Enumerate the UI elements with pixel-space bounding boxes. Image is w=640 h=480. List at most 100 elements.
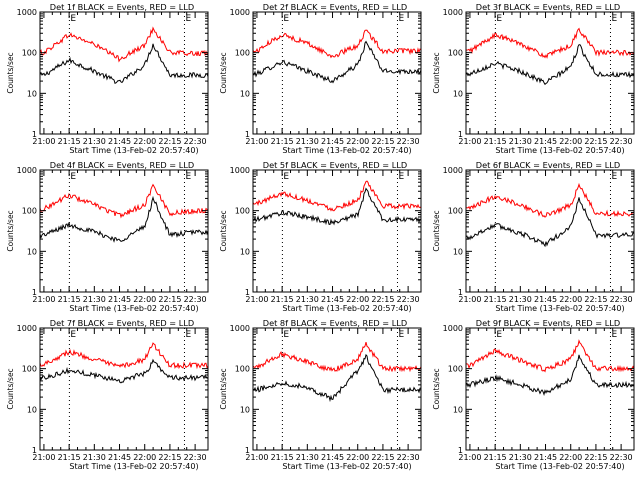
panel-title: Det 4f BLACK = Events, RED = LLD — [50, 160, 194, 170]
y-tick-label: 1000 — [230, 166, 250, 175]
events-series-line — [465, 354, 635, 396]
event-marker-label: E — [70, 14, 76, 24]
y-tick-label: 1000 — [230, 8, 250, 17]
panel-det-8: Det 8f BLACK = Events, RED = LLD E E 1 10 100… — [219, 318, 422, 471]
y-tick-label: 100 — [235, 207, 250, 216]
plot-frame — [39, 169, 209, 293]
panel-det-6: Det 6f BLACK = Events, RED = LLD E E 1 10 100… — [432, 160, 635, 313]
y-axis-label: Counts/sec — [432, 52, 441, 93]
x-tick-label: 21:00 — [32, 137, 55, 146]
x-tick-label: 21:15 — [484, 137, 507, 146]
x-tick-label: 22:00 — [346, 453, 369, 462]
panel-title: Det 8f BLACK = Events, RED = LLD — [263, 318, 407, 328]
panel-det-3: Det 3f BLACK = Events, RED = LLD E E 1 10 100… — [432, 2, 635, 155]
x-axis-label: Start Time (13-Feb-02 20:57:40) — [495, 304, 624, 313]
x-tick-label: 22:15 — [584, 295, 607, 304]
events-series-line — [39, 195, 209, 243]
y-tick-label: 1 — [245, 288, 250, 297]
x-tick-label: 21:00 — [458, 137, 481, 146]
x-tick-label: 21:00 — [245, 137, 268, 146]
y-tick-label: 100 — [235, 49, 250, 58]
x-axis-label: Start Time (13-Feb-02 20:57:40) — [282, 146, 411, 155]
event-marker-label: E — [185, 172, 191, 182]
x-tick-label: 22:15 — [371, 453, 394, 462]
x-tick-label: 22:00 — [346, 137, 369, 146]
y-tick-label: 1000 — [443, 8, 463, 17]
y-tick-label: 10 — [27, 89, 37, 98]
lld-series-line — [252, 180, 422, 212]
y-axis-label: Counts/sec — [219, 52, 228, 93]
y-tick-label: 1000 — [17, 8, 37, 17]
x-tick-label: 21:30 — [296, 137, 319, 146]
x-tick-label: 21:45 — [321, 453, 344, 462]
event-marker-label: E — [398, 330, 404, 340]
x-tick-label: 22:30 — [397, 295, 420, 304]
plot-frame — [465, 169, 635, 293]
x-tick-label: 21:00 — [458, 453, 481, 462]
x-tick-label: 21:45 — [534, 137, 557, 146]
x-tick-label: 21:30 — [509, 137, 532, 146]
event-marker-label: E — [398, 172, 404, 182]
plot-frame — [39, 327, 209, 451]
y-tick-label: 10 — [27, 247, 37, 256]
event-marker-label: E — [70, 172, 76, 182]
x-tick-label: 21:30 — [509, 295, 532, 304]
y-tick-label: 1 — [458, 446, 463, 455]
x-tick-label: 22:00 — [559, 453, 582, 462]
x-tick-label: 21:30 — [509, 453, 532, 462]
panel-det-7: Det 7f BLACK = Events, RED = LLD E E 1 10 100… — [6, 318, 209, 471]
y-tick-label: 1 — [32, 446, 37, 455]
x-tick-label: 22:15 — [158, 453, 181, 462]
x-tick-label: 21:30 — [296, 453, 319, 462]
y-tick-label: 1000 — [17, 324, 37, 333]
events-series-line — [252, 40, 422, 84]
x-tick-label: 21:15 — [58, 295, 81, 304]
x-axis-label: Start Time (13-Feb-02 20:57:40) — [495, 146, 624, 155]
x-tick-label: 22:30 — [184, 295, 207, 304]
events-series-line — [252, 353, 422, 403]
x-tick-label: 22:15 — [371, 295, 394, 304]
x-tick-label: 21:45 — [534, 295, 557, 304]
panel-det-2: Det 2f BLACK = Events, RED = LLD E E 1 10 100… — [219, 2, 422, 155]
x-tick-label: 21:45 — [321, 137, 344, 146]
event-marker-label: E — [185, 14, 191, 24]
y-tick-label: 10 — [453, 89, 463, 98]
event-marker-label: E — [611, 330, 617, 340]
y-tick-label: 100 — [22, 49, 37, 58]
lld-series-line — [39, 342, 209, 370]
plot-frame — [465, 327, 635, 451]
lld-series-line — [39, 183, 209, 219]
x-axis-label: Start Time (13-Feb-02 20:57:40) — [69, 304, 198, 313]
y-tick-label: 10 — [27, 405, 37, 414]
panel-det-5: Det 5f BLACK = Events, RED = LLD E E 1 10 100… — [219, 160, 422, 313]
y-tick-label: 100 — [22, 365, 37, 374]
event-marker-label: E — [496, 172, 502, 182]
x-tick-label: 22:15 — [158, 295, 181, 304]
x-tick-label: 21:15 — [484, 295, 507, 304]
plot-frame — [252, 169, 422, 293]
x-tick-label: 22:00 — [559, 295, 582, 304]
x-tick-label: 22:15 — [371, 137, 394, 146]
x-tick-label: 22:30 — [610, 453, 633, 462]
events-series-line — [39, 43, 209, 85]
y-tick-label: 1000 — [443, 324, 463, 333]
x-tick-label: 21:15 — [484, 453, 507, 462]
panel-title: Det 2f BLACK = Events, RED = LLD — [263, 2, 407, 12]
x-tick-label: 22:15 — [158, 137, 181, 146]
event-marker-label: E — [283, 330, 289, 340]
x-tick-label: 21:00 — [32, 453, 55, 462]
y-tick-label: 1000 — [17, 166, 37, 175]
x-tick-label: 21:15 — [58, 137, 81, 146]
y-tick-label: 100 — [235, 365, 250, 374]
x-tick-label: 21:30 — [83, 453, 106, 462]
y-tick-label: 10 — [240, 89, 250, 98]
event-marker-label: E — [70, 330, 76, 340]
x-tick-label: 22:00 — [133, 137, 156, 146]
x-tick-label: 21:15 — [271, 453, 294, 462]
x-tick-label: 22:30 — [610, 137, 633, 146]
event-marker-label: E — [496, 330, 502, 340]
x-tick-label: 21:30 — [83, 295, 106, 304]
events-series-line — [465, 44, 635, 86]
x-tick-label: 22:30 — [610, 295, 633, 304]
plot-frame — [252, 327, 422, 451]
